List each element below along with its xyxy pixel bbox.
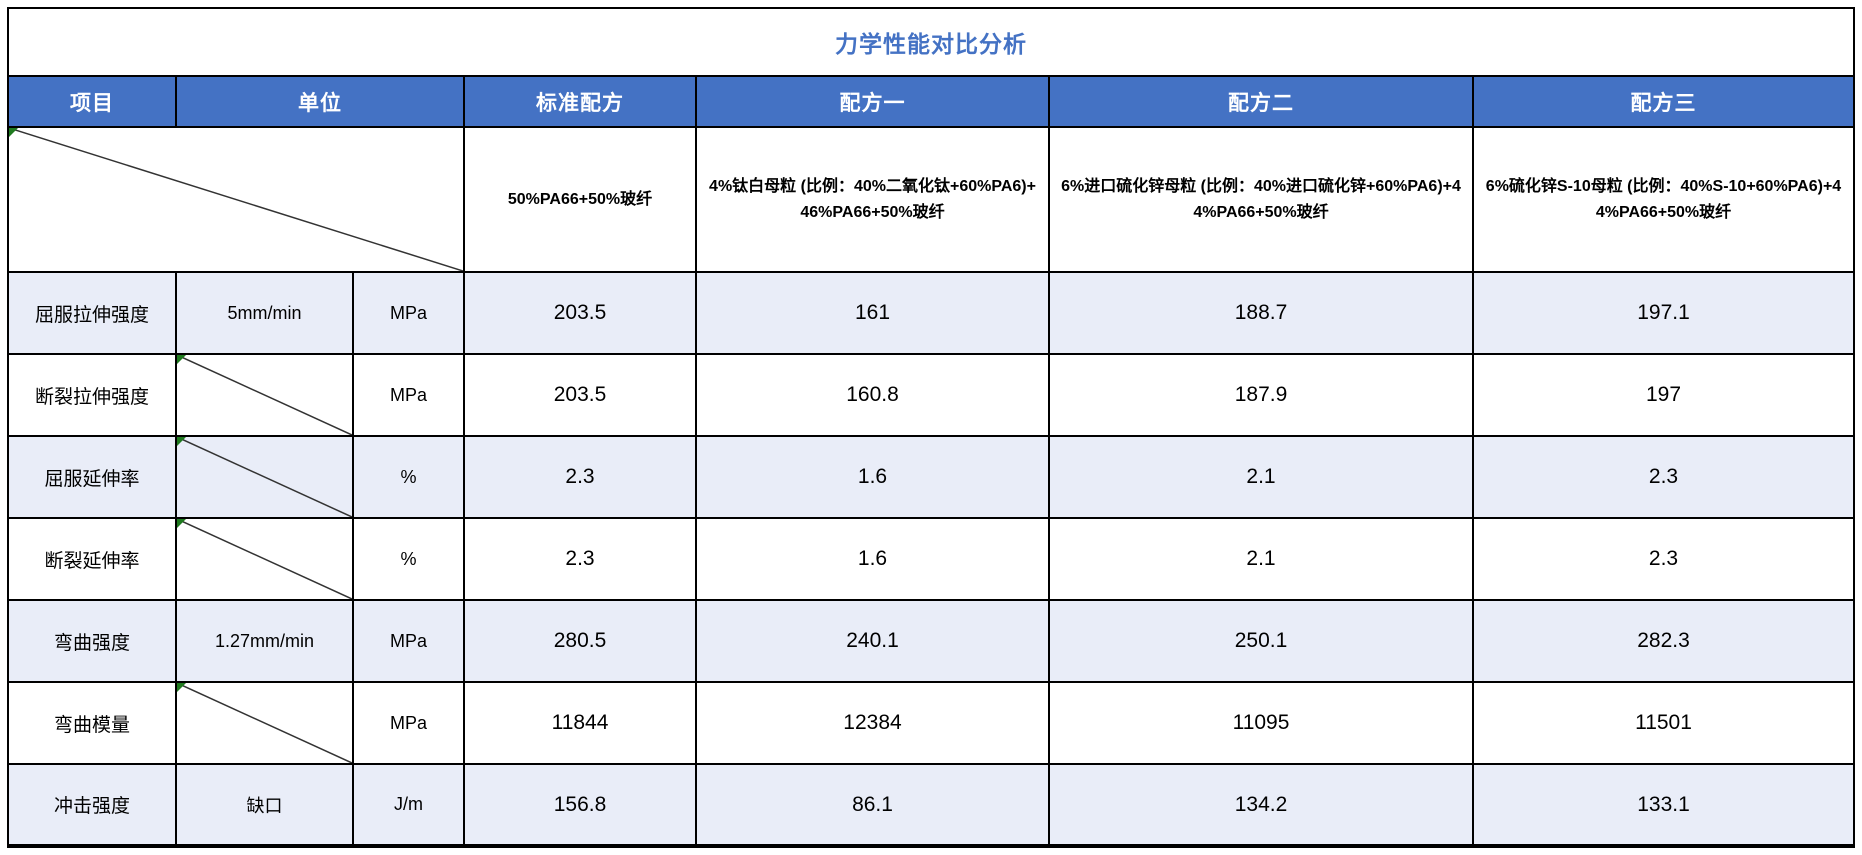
value-formula2: 2.1: [1048, 517, 1474, 601]
diagonal-empty-cell: [175, 353, 354, 437]
value-formula2: 11095: [1048, 681, 1474, 765]
unit-cell: MPa: [352, 353, 465, 437]
unit-cell: MPa: [352, 271, 465, 355]
green-corner-marker: [178, 438, 186, 446]
unit-cell: MPa: [352, 681, 465, 765]
table-row: 弯曲模量 MPa 11844 12384 11095 11501: [7, 681, 1855, 765]
value-formula1: 86.1: [695, 763, 1050, 847]
value-formula1: 160.8: [695, 353, 1050, 437]
column-header-formula1: 配方一: [695, 75, 1050, 128]
standard-formula-description: 50%PA66+50%玻纤: [463, 126, 697, 273]
formula-description-row: 50%PA66+50%玻纤 4%钛白母粒 (比例：40%二氧化钛+60%PA6)…: [7, 126, 1855, 273]
diagonal-line: [177, 437, 352, 517]
value-formula2: 250.1: [1048, 599, 1474, 683]
value-formula3: 197.1: [1472, 271, 1855, 355]
page-title: 力学性能对比分析: [7, 7, 1855, 77]
value-standard: 2.3: [463, 435, 697, 519]
unit-cell: %: [352, 517, 465, 601]
formula3-description: 6%硫化锌S-10母粒 (比例：40%S-10+60%PA6)+44%PA66+…: [1472, 126, 1855, 273]
value-formula3: 133.1: [1472, 763, 1855, 847]
formula2-description: 6%进口硫化锌母粒 (比例：40%进口硫化锌+60%PA6)+44%PA66+5…: [1048, 126, 1474, 273]
value-formula1: 161: [695, 271, 1050, 355]
value-formula1: 1.6: [695, 517, 1050, 601]
row-label: 断裂拉伸强度: [7, 353, 177, 437]
table-row: 弯曲强度 1.27mm/min MPa 280.5 240.1 250.1 28…: [7, 599, 1855, 683]
diagonal-empty-cell: [175, 435, 354, 519]
table-row: 断裂拉伸强度 MPa 203.5 160.8 187.9 197: [7, 353, 1855, 437]
column-header-formula3: 配方三: [1472, 75, 1855, 128]
value-formula3: 2.3: [1472, 517, 1855, 601]
green-corner-marker: [10, 129, 18, 137]
mechanical-performance-table: 力学性能对比分析 项目 单位 标准配方 配方一 配方二 配方三 50%PA66+…: [7, 7, 1855, 848]
value-formula2: 188.7: [1048, 271, 1474, 355]
diagonal-line: [177, 355, 352, 435]
row-label: 屈服延伸率: [7, 435, 177, 519]
value-formula1: 1.6: [695, 435, 1050, 519]
value-formula3: 282.3: [1472, 599, 1855, 683]
column-header-item: 项目: [7, 75, 177, 128]
value-standard: 203.5: [463, 271, 697, 355]
row-label: 断裂延伸率: [7, 517, 177, 601]
column-header-unit: 单位: [175, 75, 465, 128]
table-row: 力学性能对比分析: [7, 7, 1855, 77]
value-formula3: 11501: [1472, 681, 1855, 765]
test-condition-cell: 5mm/min: [175, 271, 354, 355]
value-standard: 203.5: [463, 353, 697, 437]
table-header-row: 项目 单位 标准配方 配方一 配方二 配方三: [7, 75, 1855, 128]
green-corner-marker: [178, 684, 186, 692]
value-formula3: 2.3: [1472, 435, 1855, 519]
table-row: 断裂延伸率 % 2.3 1.6 2.1 2.3: [7, 517, 1855, 601]
table-row: 屈服延伸率 % 2.3 1.6 2.1 2.3: [7, 435, 1855, 519]
unit-cell: %: [352, 435, 465, 519]
row-label: 冲击强度: [7, 763, 177, 847]
diagonal-empty-cell: [175, 517, 354, 601]
diagonal-line: [177, 683, 352, 763]
unit-cell: J/m: [352, 763, 465, 847]
value-formula3: 197: [1472, 353, 1855, 437]
diagonal-empty-cell: [175, 681, 354, 765]
table-row: 冲击强度 缺口 J/m 156.8 86.1 134.2 133.1: [7, 763, 1855, 847]
green-corner-marker: [178, 520, 186, 528]
value-formula2: 134.2: [1048, 763, 1474, 847]
test-condition-cell: 1.27mm/min: [175, 599, 354, 683]
value-formula1: 240.1: [695, 599, 1050, 683]
column-header-formula2: 配方二: [1048, 75, 1474, 128]
green-corner-marker: [178, 356, 186, 364]
value-standard: 280.5: [463, 599, 697, 683]
value-formula2: 2.1: [1048, 435, 1474, 519]
value-standard: 11844: [463, 681, 697, 765]
value-standard: 2.3: [463, 517, 697, 601]
diagonal-empty-cell: [7, 126, 465, 273]
diagonal-line: [9, 128, 463, 271]
diagonal-line: [177, 519, 352, 599]
value-standard: 156.8: [463, 763, 697, 847]
value-formula2: 187.9: [1048, 353, 1474, 437]
row-label: 弯曲强度: [7, 599, 177, 683]
formula1-description: 4%钛白母粒 (比例：40%二氧化钛+60%PA6)+46%PA66+50%玻纤: [695, 126, 1050, 273]
table-row: 屈服拉伸强度 5mm/min MPa 203.5 161 188.7 197.1: [7, 271, 1855, 355]
row-label: 屈服拉伸强度: [7, 271, 177, 355]
row-label: 弯曲模量: [7, 681, 177, 765]
column-header-standard: 标准配方: [463, 75, 697, 128]
test-condition-cell: 缺口: [175, 763, 354, 847]
value-formula1: 12384: [695, 681, 1050, 765]
unit-cell: MPa: [352, 599, 465, 683]
